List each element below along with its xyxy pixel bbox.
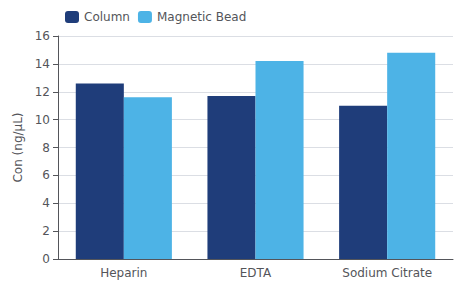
svg-text:12: 12 bbox=[35, 85, 50, 99]
svg-text:Con (ng/μL): Con (ng/μL) bbox=[11, 112, 25, 182]
svg-text:Sodium Citrate: Sodium Citrate bbox=[342, 266, 432, 280]
svg-text:16: 16 bbox=[35, 29, 50, 43]
svg-text:0: 0 bbox=[42, 252, 50, 266]
svg-text:Magnetic Bead: Magnetic Bead bbox=[157, 10, 246, 24]
svg-text:8: 8 bbox=[42, 141, 50, 155]
svg-text:14: 14 bbox=[35, 57, 50, 71]
svg-text:EDTA: EDTA bbox=[240, 266, 272, 280]
svg-text:2: 2 bbox=[42, 224, 50, 238]
svg-text:6: 6 bbox=[42, 168, 50, 182]
svg-text:Column: Column bbox=[84, 10, 130, 24]
svg-text:10: 10 bbox=[35, 113, 50, 127]
svg-text:4: 4 bbox=[42, 196, 50, 210]
svg-text:Heparin: Heparin bbox=[100, 266, 147, 280]
